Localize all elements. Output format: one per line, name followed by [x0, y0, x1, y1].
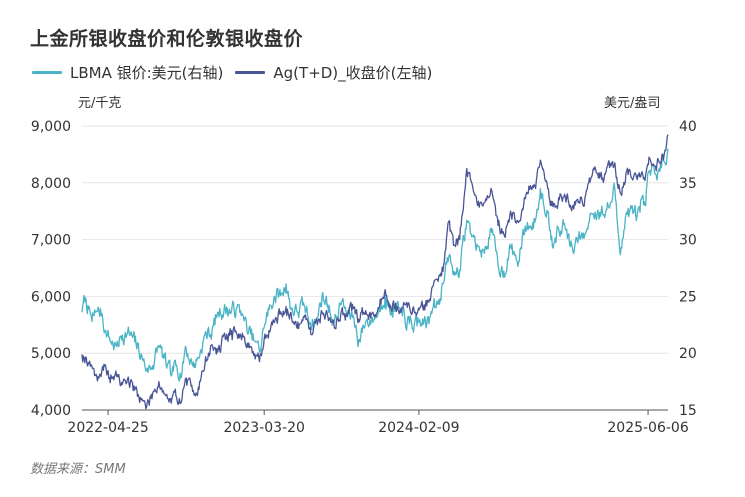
y-left-tick-label: 8,000	[31, 176, 71, 192]
legend-item-lbma[interactable]: LBMA 银价:美元(右轴)	[32, 62, 223, 83]
data-source-note: 数据来源：SMM	[30, 462, 126, 477]
y-left-tick-label: 4,000	[31, 403, 71, 419]
y-right-tick-label: 40	[679, 119, 697, 135]
y-right-tick-label: 25	[679, 289, 697, 305]
x-tick-label: 2025-06-06	[607, 420, 688, 436]
y-right-tick-label: 20	[679, 346, 697, 362]
y-right-tick-label: 15	[679, 403, 697, 419]
legend-label-lbma: LBMA 银价:美元(右轴)	[70, 63, 224, 82]
y-right-tick-label: 35	[679, 176, 697, 192]
series-line-lbma	[81, 148, 669, 382]
x-tick-label: 2024-02-09	[378, 420, 459, 436]
x-tick-label: 2022-04-25	[67, 420, 148, 436]
series-line-agtd	[81, 134, 669, 410]
y-left-tick-label: 7,000	[31, 233, 71, 249]
legend-swatch-agtd	[235, 70, 266, 74]
legend-label-agtd: Ag(T+D)_收盘价(左轴)	[273, 63, 433, 82]
legend-swatch-lbma	[32, 70, 62, 74]
chart-legend: LBMA 银价:美元(右轴) Ag(T+D)_收盘价(左轴)	[32, 60, 444, 84]
chart-title: 上金所银收盘价和伦敦银收盘价	[30, 28, 304, 50]
y-left-tick-label: 6,000	[31, 289, 71, 305]
left-axis-unit: 元/千克	[78, 96, 122, 111]
right-axis-unit: 美元/盎司	[604, 96, 661, 111]
x-tick-label: 2023-03-20	[224, 420, 305, 436]
y-right-tick-label: 30	[679, 233, 697, 249]
legend-item-agtd[interactable]: Ag(T+D)_收盘价(左轴)	[235, 62, 432, 83]
y-left-tick-label: 5,000	[31, 346, 71, 362]
y-left-tick-label: 9,000	[31, 119, 71, 135]
